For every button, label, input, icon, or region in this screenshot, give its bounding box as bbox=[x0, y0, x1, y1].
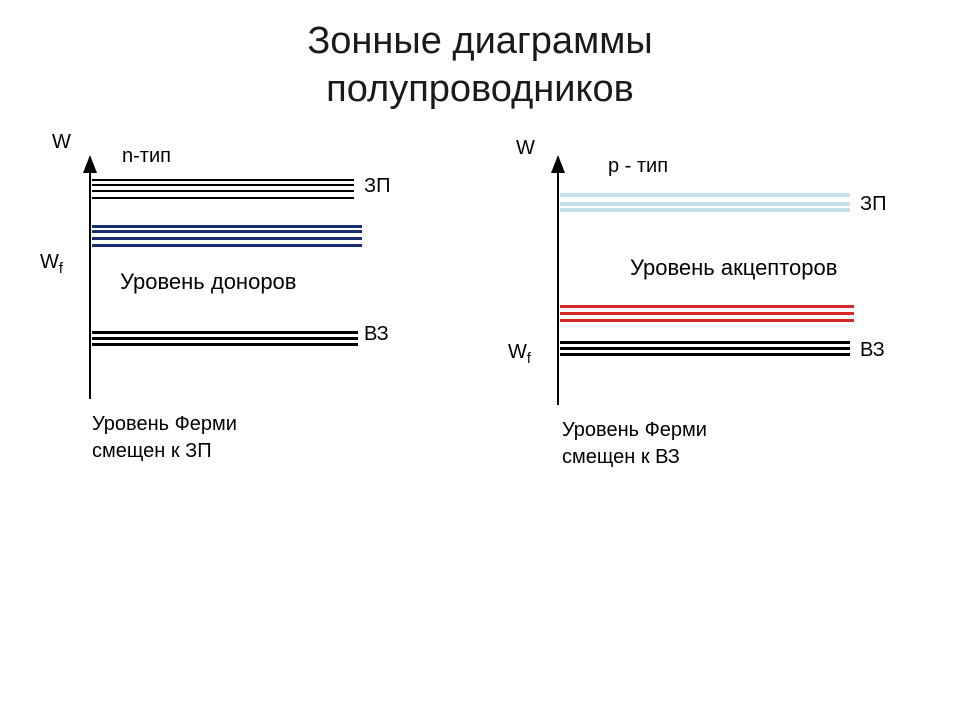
zp-label-left: ЗП bbox=[364, 175, 390, 198]
axis-line-left bbox=[89, 161, 91, 399]
zp-label-right: ЗП bbox=[860, 193, 886, 216]
acceptor-level-label: Уровень акцепторов bbox=[630, 255, 837, 281]
wf-label-left: Wf bbox=[40, 251, 63, 277]
type-label-right: p - тип bbox=[608, 155, 668, 178]
title-line2: полупроводников bbox=[326, 68, 634, 110]
type-label-left: n-тип bbox=[122, 145, 171, 168]
caption-left: Уровень Ферми смещен к ЗП bbox=[92, 411, 237, 465]
vz-label-right: ВЗ bbox=[860, 339, 885, 362]
page-title: Зонные диаграммы полупроводников bbox=[0, 0, 960, 113]
axis-line-right bbox=[557, 161, 559, 405]
wf-label-right: Wf bbox=[508, 341, 531, 367]
title-line1: Зонные диаграммы bbox=[307, 20, 652, 62]
donor-level-label: Уровень доноров bbox=[120, 269, 296, 295]
axis-label-w-left: W bbox=[52, 131, 71, 154]
caption-right: Уровень Ферми смещен к ВЗ bbox=[562, 417, 707, 471]
diagrams-container: W n-тип ЗП Wf Уровень доноров bbox=[0, 113, 960, 673]
vz-label-left: ВЗ bbox=[364, 323, 389, 346]
axis-label-w-right: W bbox=[516, 137, 535, 160]
